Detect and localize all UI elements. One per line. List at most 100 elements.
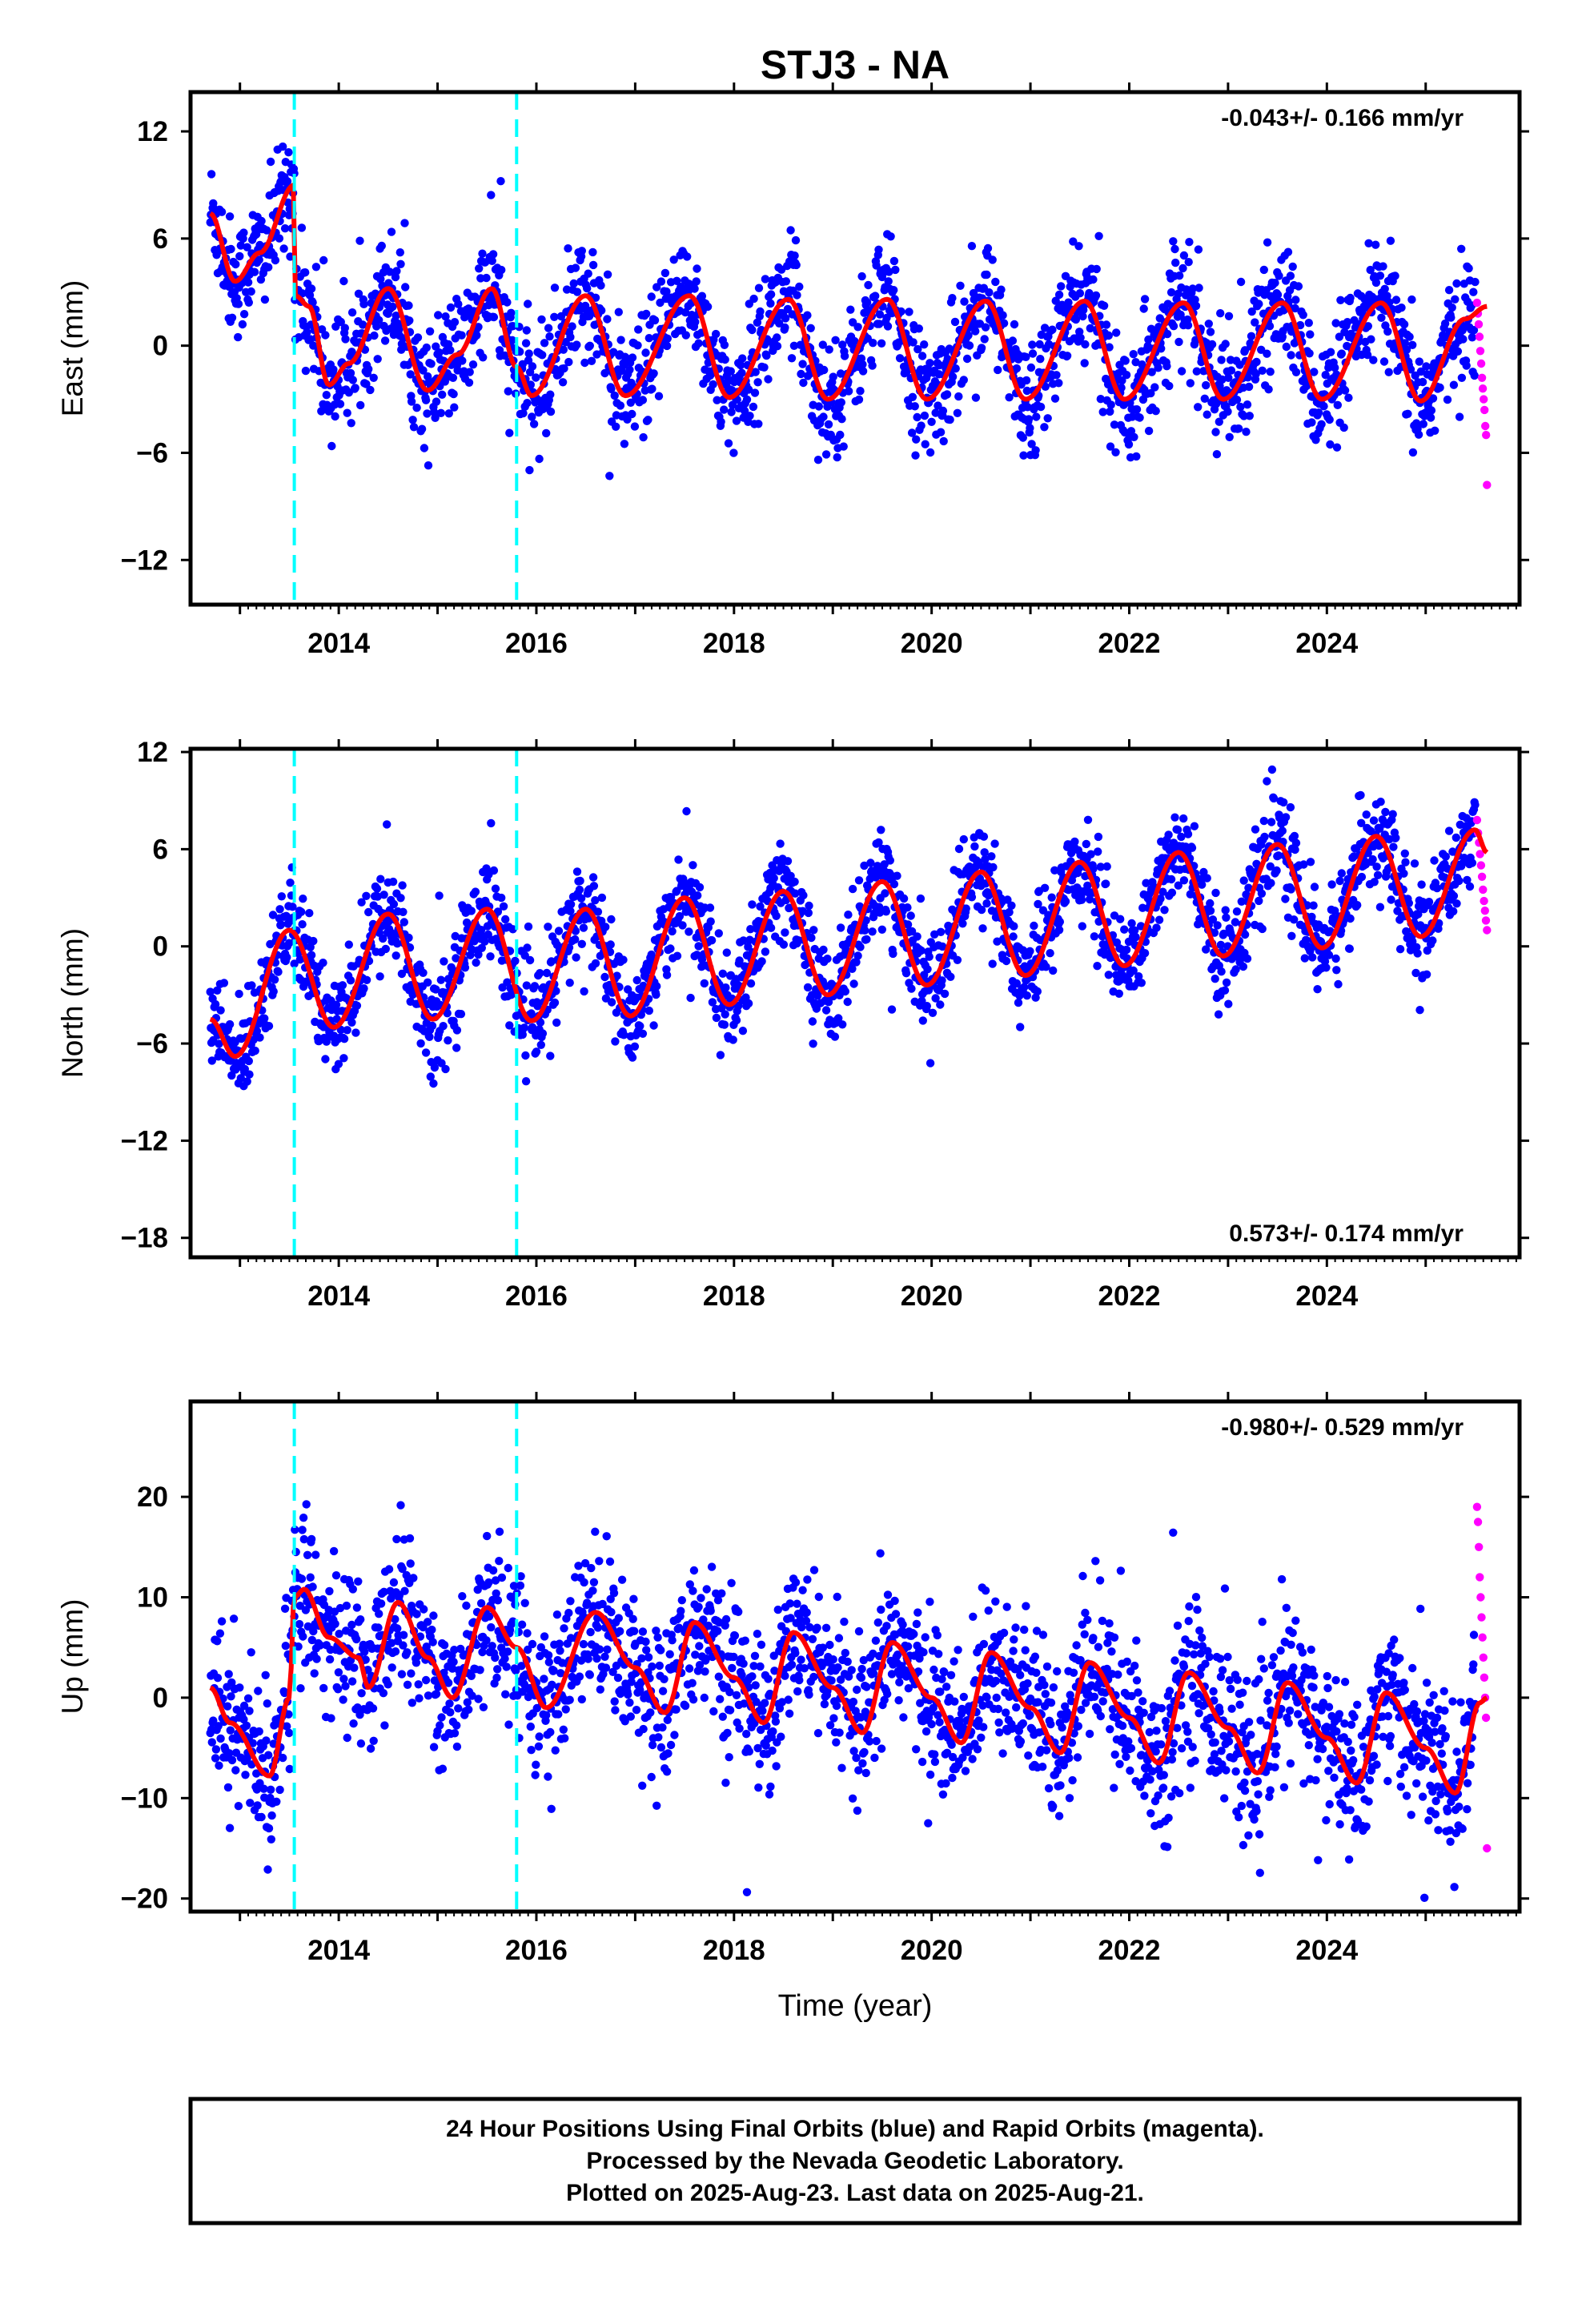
final-orbit-point [1040,883,1050,893]
final-orbit-point [275,1785,284,1795]
final-orbit-point [580,987,588,996]
final-orbit-point [662,341,672,351]
y-tick-label: −12 [121,1125,168,1156]
final-orbit-point [234,1802,243,1811]
final-orbit-point [749,294,758,304]
final-orbit-point [1291,838,1301,847]
final-orbit-point [399,907,408,917]
final-orbit-point [843,997,852,1007]
final-orbit-point [783,857,793,866]
final-orbit-point [836,369,845,378]
final-orbit-point [387,227,396,236]
final-orbit-point [336,317,345,327]
final-orbit-point [1416,367,1426,376]
final-orbit-point [1223,407,1232,416]
final-orbit-point [950,317,960,327]
final-orbit-point [1452,899,1461,908]
final-orbit-point [446,303,456,312]
final-orbit-point [482,273,491,283]
final-orbit-point [255,255,263,264]
final-orbit-point [286,879,295,887]
final-orbit-point [1236,402,1245,412]
final-orbit-point [356,400,365,410]
final-orbit-point [1327,880,1336,889]
final-orbit-point [786,226,795,235]
final-orbit-point [247,981,256,990]
final-orbit-point [1311,436,1320,444]
final-orbit-point [239,310,249,319]
final-orbit-point [628,1053,637,1062]
final-orbit-point [1046,949,1054,958]
final-orbit-point [1179,876,1189,885]
final-orbit-point [460,963,470,972]
final-orbit-point [1162,362,1171,371]
final-orbit-point [565,979,574,987]
final-orbit-point [856,943,865,951]
final-orbit-point [1464,263,1473,273]
final-orbit-point [305,909,314,918]
final-orbit-point [1203,874,1211,883]
final-orbit-point [1435,383,1444,392]
final-orbit-point [1399,320,1409,329]
final-orbit-point [1384,368,1393,376]
final-orbit-point [1110,420,1119,429]
final-orbit-point [1118,376,1126,385]
rapid-orbit-point [1472,298,1482,308]
final-orbit-point [577,939,586,949]
final-orbit-point [588,873,598,882]
final-orbit-point [435,348,444,357]
final-orbit-point [982,270,991,279]
final-orbit-point [444,409,453,418]
final-orbit-point [821,1006,831,1015]
final-orbit-point [1134,972,1143,981]
final-orbit-point [499,902,508,911]
final-orbit-point [914,324,924,333]
final-orbit-point [397,969,407,979]
final-orbit-point [1415,1006,1424,1015]
final-orbit-point [1216,309,1225,318]
final-orbit-point [1121,356,1130,365]
final-orbit-point [396,894,405,903]
final-orbit-point [1047,893,1056,902]
final-orbit-point [593,907,603,916]
final-orbit-point [1002,956,1011,966]
final-orbit-point [1194,403,1203,412]
final-orbit-point [243,1694,253,1703]
final-orbit-point [837,415,846,424]
final-orbit-point [297,223,307,232]
final-orbit-point [331,412,339,421]
final-orbit-point [1227,366,1236,375]
final-orbit-point [744,999,753,1008]
final-orbit-point [874,245,883,254]
final-orbit-point [903,920,913,929]
final-orbit-point [500,351,509,360]
final-orbit-point [215,1761,223,1770]
y-tick-label: −12 [121,545,168,576]
final-orbit-point [674,855,683,864]
final-orbit-point [1260,832,1269,842]
final-orbit-point [1169,237,1178,246]
final-orbit-point [1287,351,1295,360]
final-orbit-point [396,259,405,268]
final-orbit-point [908,392,917,401]
final-orbit-point [764,375,773,384]
final-orbit-point [1381,807,1390,817]
final-orbit-point [243,278,253,287]
final-orbit-point [1146,388,1155,398]
final-orbit-point [381,944,390,954]
final-orbit-point [1247,332,1256,340]
final-orbit-point [420,444,429,452]
final-orbit-point [831,336,840,344]
final-orbit-point [1014,998,1023,1007]
final-orbit-point [479,353,488,362]
final-orbit-point [691,317,700,327]
final-orbit-point [213,1637,222,1646]
final-orbit-point [303,328,311,337]
final-orbit-point [223,1702,232,1711]
final-orbit-point [960,297,969,306]
final-orbit-point [1245,412,1255,420]
final-orbit-point [1219,929,1228,939]
final-orbit-point [1402,927,1411,936]
north-panel: 2014 2016 2018 2020 2022 2024−18−12−60612Nort… [56,737,1529,1312]
final-orbit-point [264,1751,273,1759]
